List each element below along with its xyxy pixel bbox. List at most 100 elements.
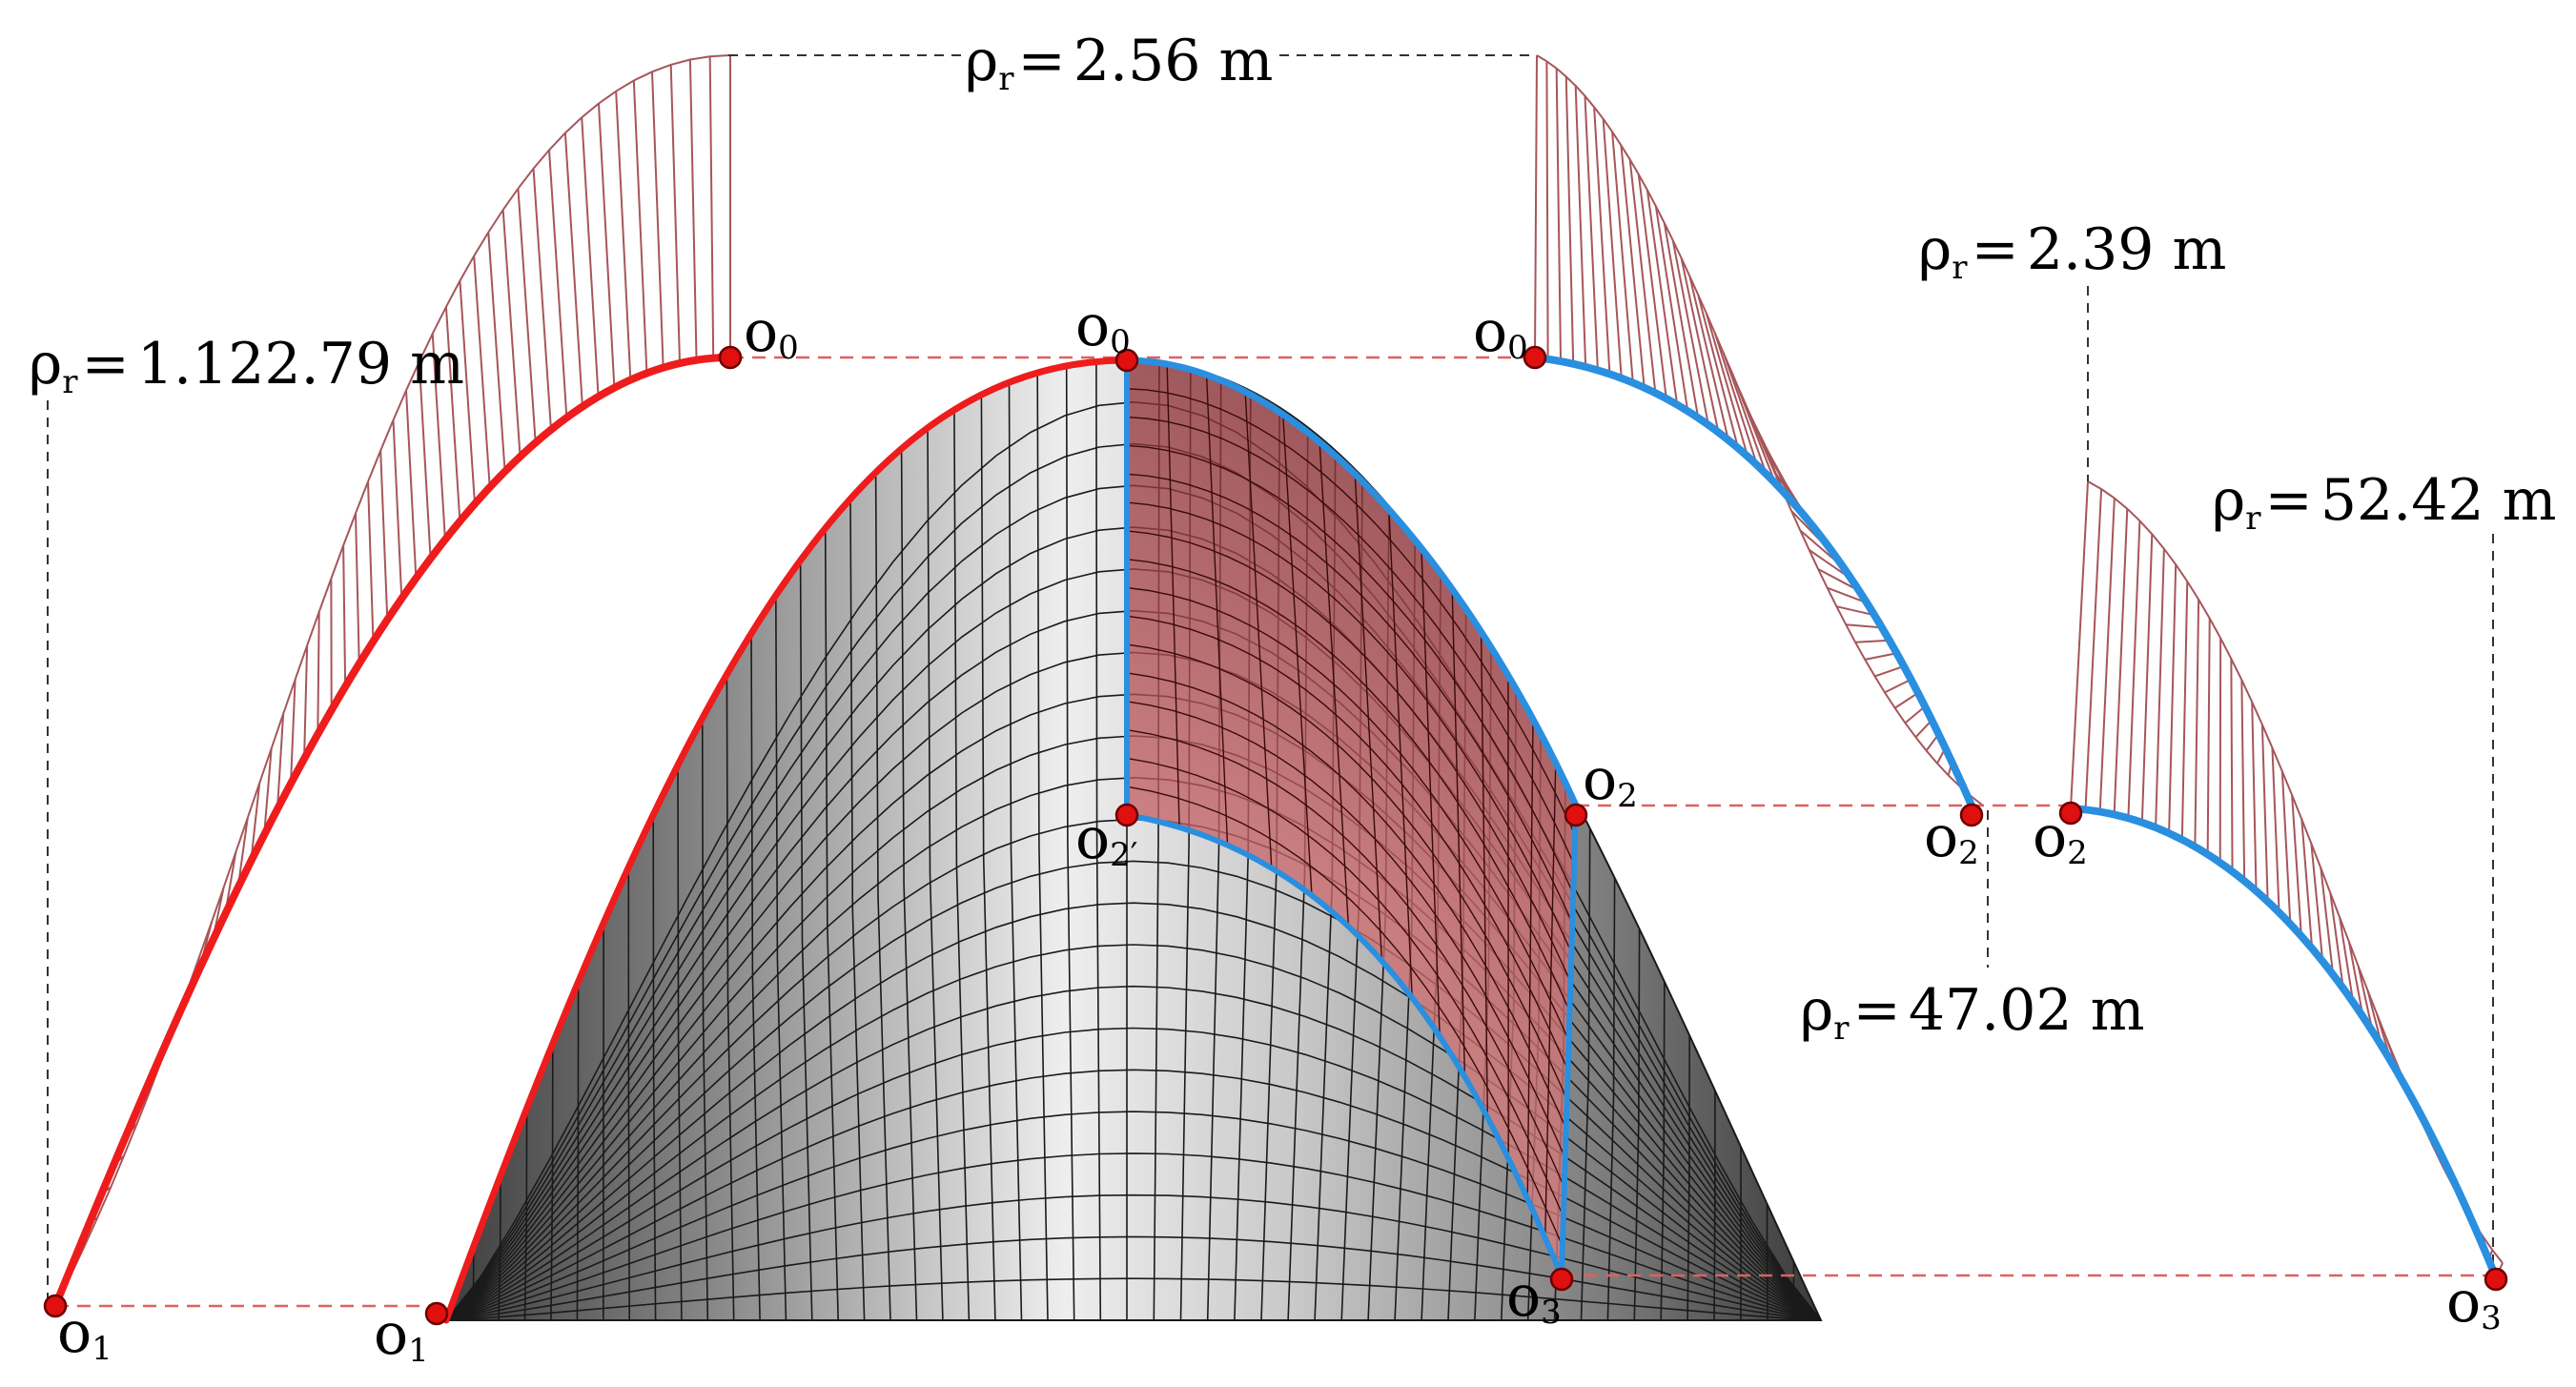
- patch-cross-section: [1126, 473, 1573, 924]
- left-comb-tooth: [615, 91, 632, 380]
- patch-cross-section: [1126, 757, 1564, 1217]
- mid-comb-tooth: [1722, 352, 1768, 475]
- point-label-o3-right: o3: [2446, 1269, 2502, 1337]
- point-label-o2-prime: o2′: [1075, 806, 1137, 874]
- point-label-o0-right: o0: [1473, 298, 1528, 367]
- mid-comb-tooth: [1846, 623, 1883, 629]
- patch-mesh: [1126, 363, 1576, 1247]
- mid-comb-tooth: [1564, 76, 1575, 364]
- surface-ruling-left: [1036, 372, 1049, 1321]
- mid-comb-tooth: [1628, 159, 1657, 394]
- surface-ruling-left: [874, 472, 891, 1321]
- surface-cross-section: [445, 1069, 1822, 1321]
- right-comb-tooth: [2240, 680, 2246, 882]
- patch-cross-section: [1126, 416, 1575, 865]
- surface-ruling-left: [750, 633, 761, 1321]
- left-comb-tooth: [501, 209, 521, 458]
- right-comb-tooth: [2291, 794, 2302, 936]
- surface-blue-right: [1559, 803, 1579, 1278]
- right-comb-tooth: [2140, 534, 2154, 823]
- point-o3-surface-icon: [1549, 1267, 1574, 1292]
- surface-cross-section: [445, 902, 1822, 1321]
- point-o0-top-icon: [1114, 348, 1139, 373]
- surface-cross-section: [445, 985, 1822, 1321]
- surface-ruling-left: [849, 499, 866, 1321]
- left-comb-tooth: [708, 56, 715, 358]
- surface-cross-section: [445, 1152, 1822, 1321]
- point-o0-right-icon: [1523, 345, 1547, 370]
- left-comb-tooth: [688, 59, 698, 360]
- point-labels: o0 o0 o0 o1 o1 o2′ o2 o2 o2 o3 o3: [57, 293, 2502, 1370]
- surface-ruling-left: [1008, 381, 1023, 1321]
- surface-cross-section: [445, 944, 1822, 1321]
- patch-cross-section: [1126, 586, 1570, 1041]
- patch-cross-section: [1126, 615, 1569, 1071]
- patch-cross-section: [1126, 701, 1566, 1159]
- surface-cross-section: [445, 1277, 1822, 1321]
- right-comb-tooth: [2098, 498, 2116, 812]
- surface-ruling-right: [1687, 1035, 1690, 1321]
- left-comb-tooth: [250, 783, 261, 862]
- mid-comb-tooth: [1534, 54, 1538, 358]
- right-comb-tooth: [2251, 702, 2258, 891]
- mid-comb-tooth: [1697, 294, 1740, 449]
- left-comb-tooth: [563, 133, 583, 407]
- left-comb-tooth: [487, 232, 506, 472]
- surface-cross-section: [445, 1111, 1822, 1321]
- mid-comb-tooth: [1680, 257, 1720, 433]
- mid-comb-tooth: [1620, 145, 1646, 388]
- left-comb-tooth: [431, 334, 446, 540]
- point-o0-left-icon: [718, 345, 743, 370]
- right-comb-tooth: [2230, 658, 2234, 872]
- surface-ruling-right: [1633, 928, 1641, 1321]
- right-comb-tooth: [2347, 941, 2364, 1017]
- surface-ruling-right: [1580, 827, 1591, 1321]
- surface-ruling-left: [824, 527, 839, 1321]
- left-comb-tooth: [392, 419, 403, 599]
- patch-cross-section: [1126, 388, 1576, 836]
- surface-ruling-left: [1065, 365, 1075, 1321]
- point-label-o1-left: o1: [57, 1299, 112, 1368]
- right-comb-tooth: [2260, 724, 2269, 902]
- mid-comb-tooth: [1637, 173, 1667, 399]
- point-label-o2-mid: o2: [1924, 804, 1979, 872]
- rho-top-label: ρr= 2.56 m: [965, 28, 1273, 98]
- rho-left-label: ρr= 1.122.79 m: [29, 331, 464, 401]
- left-comb-tooth: [355, 513, 360, 664]
- left-comb-tooth: [651, 71, 664, 368]
- point-label-o0-left: o0: [744, 298, 799, 367]
- left-comb-tooth: [444, 306, 461, 521]
- left-comb-tooth: [597, 103, 616, 388]
- mid-comb-tooth: [1654, 206, 1689, 412]
- patch-cross-section: [1126, 643, 1568, 1100]
- point-label-o3-surface: o3: [1506, 1263, 1562, 1332]
- left-comb-tooth: [669, 64, 682, 364]
- surface-ruling-left: [980, 394, 996, 1321]
- surface-cross-section: [445, 1193, 1822, 1321]
- mid-comb-tooth: [1855, 639, 1890, 643]
- rho-right-top-label: ρr= 2.39 m: [1918, 216, 2226, 287]
- left-comb-tooth: [517, 188, 537, 443]
- mid-comb-tooth: [1671, 239, 1709, 425]
- point-label-o2-surface: o2: [1583, 746, 1638, 815]
- right-comb-tooth: [2280, 770, 2292, 925]
- surface-ruling-left: [652, 814, 657, 1321]
- point-o2-prime-icon: [1114, 803, 1139, 827]
- surface-ruling-left: [550, 1043, 554, 1321]
- surface-ruling-left: [576, 981, 580, 1321]
- left-comb-tooth: [473, 255, 491, 488]
- mid-comb-tooth: [1646, 190, 1679, 405]
- surface-cross-section: [445, 1027, 1822, 1321]
- mid-comb-tooth: [1865, 652, 1897, 661]
- surface-ruling-left: [927, 427, 944, 1321]
- mid-comb-tooth: [1611, 132, 1634, 383]
- surface-ruling-left: [701, 718, 709, 1321]
- left-comb-tooth: [405, 390, 418, 579]
- mid-comb-tooth: [1705, 313, 1749, 458]
- control-points: [43, 345, 2508, 1326]
- right-blue-curve: [2067, 805, 2500, 1281]
- left-comb-tooth: [367, 481, 375, 642]
- mid-comb-tooth: [1904, 705, 1926, 724]
- patch-cross-section: [1126, 728, 1565, 1188]
